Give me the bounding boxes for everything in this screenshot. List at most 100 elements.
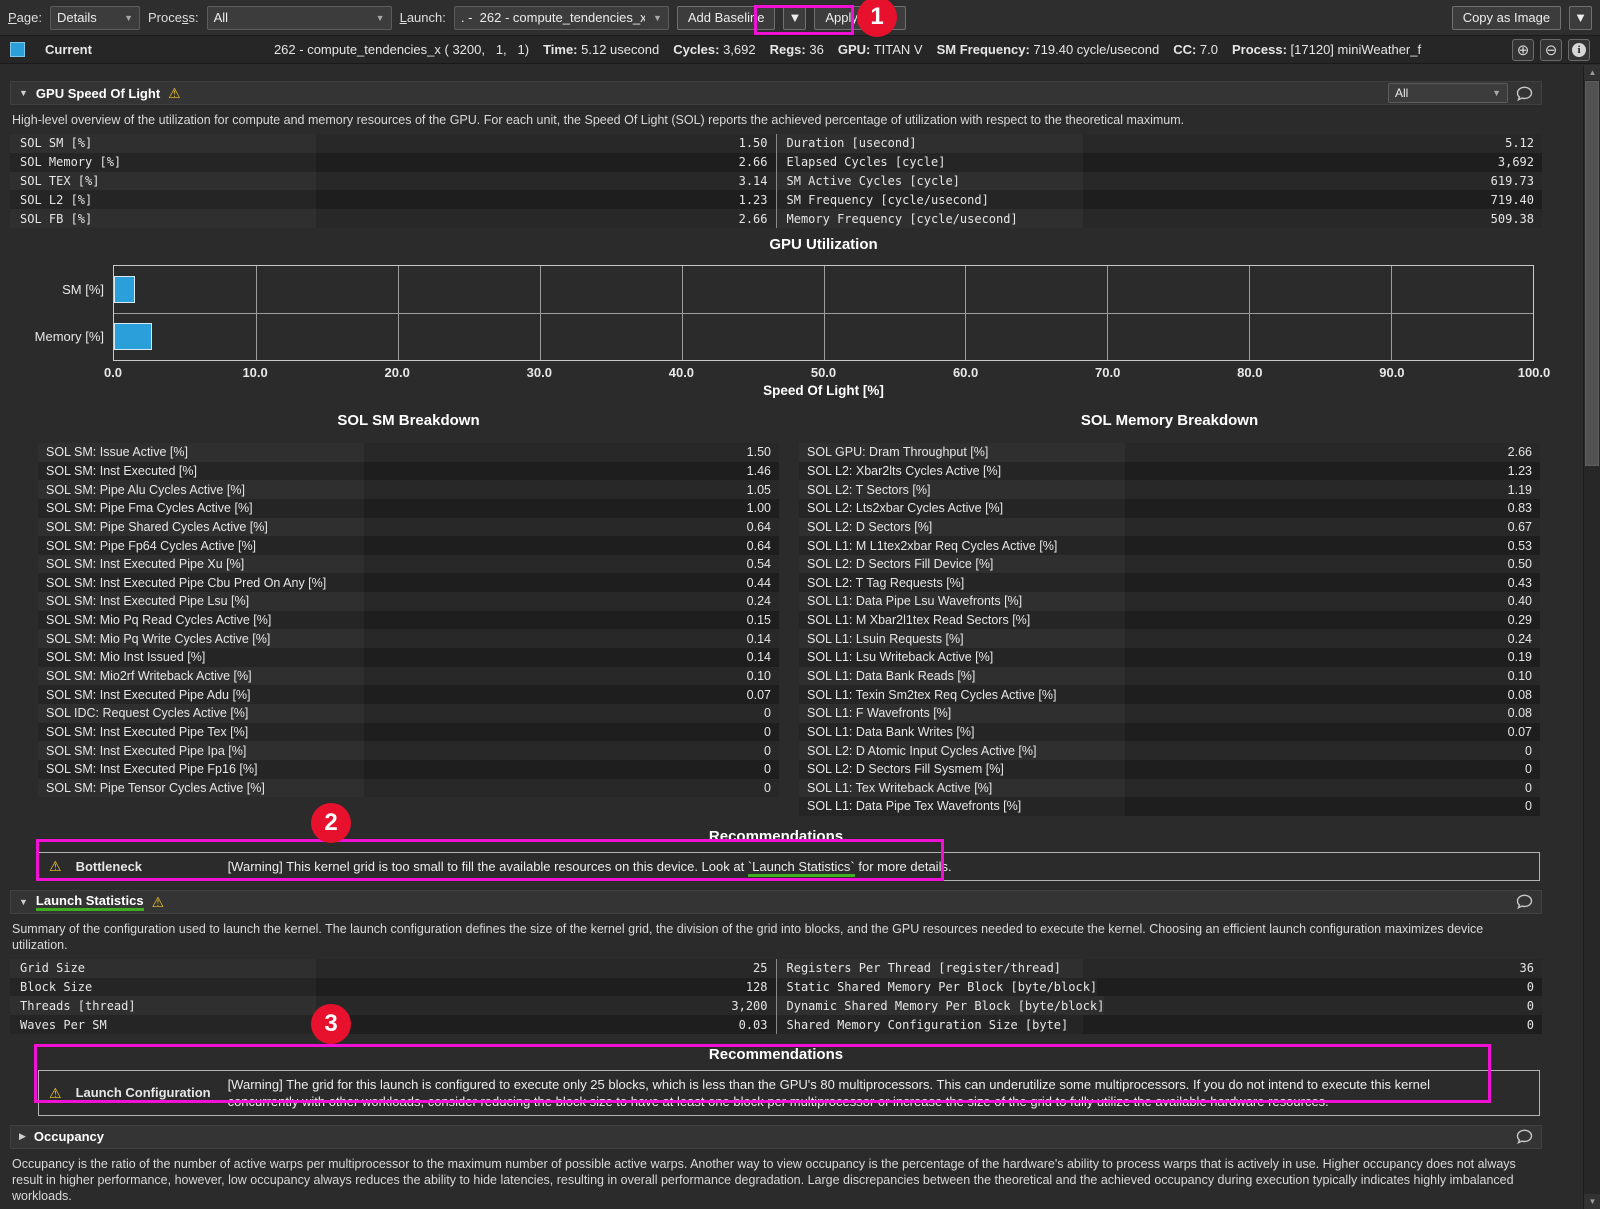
launch-select[interactable]: . - 262 - compute_tendencies_x ▼	[453, 5, 669, 30]
section-description: Summary of the configuration used to lau…	[12, 921, 1484, 952]
bar-row: Memory [%]	[35, 322, 1533, 350]
x-tick-label: 80.0	[1237, 364, 1263, 380]
sol-sm-breakdown: SOL SM Breakdown SOL SM: Issue Active [%…	[38, 408, 779, 816]
metric-row: SOL GPU: Dram Throughput [%] 2.66	[799, 442, 1540, 462]
gpu-utilization-xticks: 0.0 10.0 20.0 30.0 40.0 50.0 60.0 70.0 80.0 90.0 1…	[104, 361, 1550, 383]
process-label: Process:	[147, 10, 199, 25]
metric-row: SOL SM: Mio Inst Issued [%] 0.14	[38, 648, 779, 667]
occupancy-section-header[interactable]: ▶ Occupancy	[10, 1124, 1542, 1149]
result-summary-bar: Current 262 - compute_tendencies_x ( 320…	[0, 36, 1600, 64]
gpu-sol-section-header[interactable]: ▼ GPU Speed Of Light ⚠ All ▼	[10, 81, 1542, 105]
summary-field: CC: 7.0	[1173, 42, 1218, 57]
comment-icon[interactable]	[1516, 1129, 1533, 1145]
current-color-swatch	[10, 42, 25, 57]
sol-filter-select[interactable]: All ▼	[1388, 83, 1508, 103]
metric-row: SOL SM: Mio Pq Read Cycles Active [%] 0.…	[38, 610, 779, 630]
rule-message: [Warning] This kernel grid is too small …	[228, 858, 952, 877]
table-row: SOL SM [%] 1.50 Duration [usecond] 5.12	[10, 134, 1542, 153]
add-baseline-button[interactable]: Add Baseline	[676, 5, 776, 30]
metric-row: SOL SM: Mio Pq Write Cycles Active [%] 0…	[38, 629, 779, 649]
process-select[interactable]: All ▼	[206, 5, 392, 30]
x-tick-label: 0.0	[103, 364, 123, 380]
recommendations-heading: Recommendations	[708, 1045, 844, 1063]
metric-row: SOL L2: Xbar2lts Cycles Active [%] 1.23	[799, 461, 1540, 481]
table-row: SOL TEX [%] 3.14 SM Active Cycles [cycle]…	[10, 171, 1542, 191]
x-tick-label: 30.0	[526, 364, 552, 380]
section-launch-statistics: ▼ Launch Statistics ⚠ Summary of the con…	[10, 889, 1542, 1116]
bar	[114, 322, 152, 350]
collapse-arrow-icon: ▶	[19, 1131, 26, 1142]
metric-row: SOL IDC: Request Cycles Active [%] 0	[38, 703, 779, 723]
metric-row: SOL SM: Inst Executed Pipe Fp16 [%] 0	[38, 759, 779, 779]
zoom-out-icon[interactable]: ⊖	[1540, 38, 1562, 61]
metric-row: SOL L1: Texin Sm2tex Req Cycles Active […	[799, 685, 1540, 704]
section-title: Launch Statistics	[35, 893, 144, 911]
current-label: Current	[45, 42, 92, 57]
scroll-down-icon[interactable]: ▼	[1584, 1194, 1600, 1209]
metric-row: SOL SM: Issue Active [%] 1.50	[38, 442, 779, 462]
metric-row: SOL L1: F Wavefronts [%] 0.08	[799, 703, 1540, 723]
bottleneck-recommendation: ⚠ Bottleneck [Warning] This kernel grid …	[38, 851, 1540, 881]
table-row: Block Size 128 Static Shared Memory Per B…	[10, 977, 1542, 997]
comment-icon[interactable]	[1516, 86, 1533, 101]
copy-as-image-button[interactable]: Copy as Image	[1451, 5, 1562, 30]
summary-field: Regs: 36	[769, 42, 824, 57]
page-select[interactable]: Details ▼	[49, 5, 140, 30]
chevron-down-icon: ▼	[1574, 10, 1587, 25]
summary-field: Cycles: 3,692	[673, 42, 756, 57]
metric-row: SOL SM: Pipe Shared Cycles Active [%] 0.…	[38, 517, 779, 537]
section-occupancy: ▶ Occupancy Occupancy is the ratio of th…	[10, 1124, 1542, 1204]
summary-fields: Time: 5.12 usecond Cycles: 3,692 Regs: 36 G…	[543, 42, 1421, 57]
metric-row: SOL L1: Tex Writeback Active [%] 0	[799, 778, 1540, 798]
comment-icon[interactable]	[1516, 894, 1533, 910]
sol-memory-breakdown: SOL Memory Breakdown SOL GPU: Dram Throu…	[799, 408, 1540, 816]
warning-icon: ⚠	[151, 893, 165, 910]
metric-row: SOL L1: M Xbar2l1tex Read Sectors [%] 0.…	[799, 610, 1540, 630]
launch-statistics-section-header[interactable]: ▼ Launch Statistics ⚠	[10, 889, 1542, 914]
vertical-scrollbar: ▲ ▼	[1583, 65, 1600, 1209]
page-label: Page:	[8, 10, 42, 25]
launch-statistics-link[interactable]: `Launch Statistics`	[747, 858, 855, 877]
table-row: SOL Memory [%] 2.66 Elapsed Cycles [cycle…	[10, 152, 1542, 172]
metric-row: SOL SM: Inst Executed [%] 1.46	[38, 461, 779, 481]
warning-icon: ⚠	[49, 858, 62, 875]
y-axis-category-label: SM [%]	[62, 281, 104, 297]
bar-row: SM [%]	[62, 275, 1533, 303]
summary-field: SM Frequency: 719.40 cycle/usecond	[936, 42, 1160, 57]
table-row: SOL L2 [%] 1.23 SM Frequency [cycle/useco…	[10, 190, 1542, 210]
metric-row: SOL L2: D Atomic Input Cycles Active [%]…	[799, 741, 1540, 760]
gpu-utilization-plot: SM [%] Memory [%]	[35, 264, 1534, 361]
launch-configuration-recommendation: ⚠ Launch Configuration [Warning] The gri…	[38, 1069, 1540, 1116]
chevron-down-icon: ▼	[124, 12, 133, 23]
add-baseline-dropdown[interactable]: ▼	[783, 5, 807, 30]
summary-field: Time: 5.12 usecond	[543, 42, 660, 57]
metric-row: SOL SM: Inst Executed Pipe Xu [%] 0.54	[38, 554, 779, 574]
scroll-up-icon[interactable]: ▲	[1584, 65, 1600, 80]
metric-row: SOL SM: Inst Executed Pipe Lsu [%] 0.24	[38, 592, 779, 611]
chevron-down-icon: ▼	[652, 12, 662, 23]
info-icon[interactable]: i	[1568, 38, 1590, 61]
metric-row: SOL L2: D Sectors Fill Sysmem [%] 0	[799, 759, 1540, 779]
chevron-down-icon: ▼	[788, 10, 802, 25]
section-description: High-level overview of the utilization f…	[12, 113, 1185, 127]
scrollbar-thumb[interactable]	[1585, 81, 1599, 466]
recommendations-heading: Recommendations	[708, 827, 844, 845]
kernel-name: 262 - compute_tendencies_x ( 3200, 1, 1)	[273, 42, 530, 57]
chart-title: GPU Utilization	[769, 235, 878, 253]
apply-rules-button[interactable]: Apply Rules	[814, 5, 906, 30]
metric-row: SOL SM: Inst Executed Pipe Tex [%] 0	[38, 722, 779, 742]
metric-row: SOL L2: T Sectors [%] 1.19	[799, 480, 1540, 499]
metric-row: SOL SM: Inst Executed Pipe Cbu Pred On A…	[38, 573, 779, 593]
x-tick-label: 70.0	[1095, 364, 1121, 380]
launch-select-value: . - 262 - compute_tendencies_x	[460, 10, 645, 25]
section-title: GPU Speed Of Light	[35, 85, 161, 101]
summary-field: Process: [17120] miniWeather_f	[1232, 42, 1422, 57]
copy-as-image-dropdown[interactable]: ▼	[1569, 5, 1592, 30]
apply-rules-label: Apply Rules	[825, 10, 895, 25]
toolbar: Page: Details ▼ Process: All ▼ Launch: .…	[0, 0, 1600, 36]
warning-icon: ⚠	[168, 85, 181, 101]
zoom-in-icon[interactable]: ⊕	[1512, 38, 1534, 61]
metric-row: SOL SM: Pipe Fp64 Cycles Active [%] 0.64	[38, 536, 779, 555]
rule-message: [Warning] The grid for this launch is co…	[227, 1076, 1431, 1109]
